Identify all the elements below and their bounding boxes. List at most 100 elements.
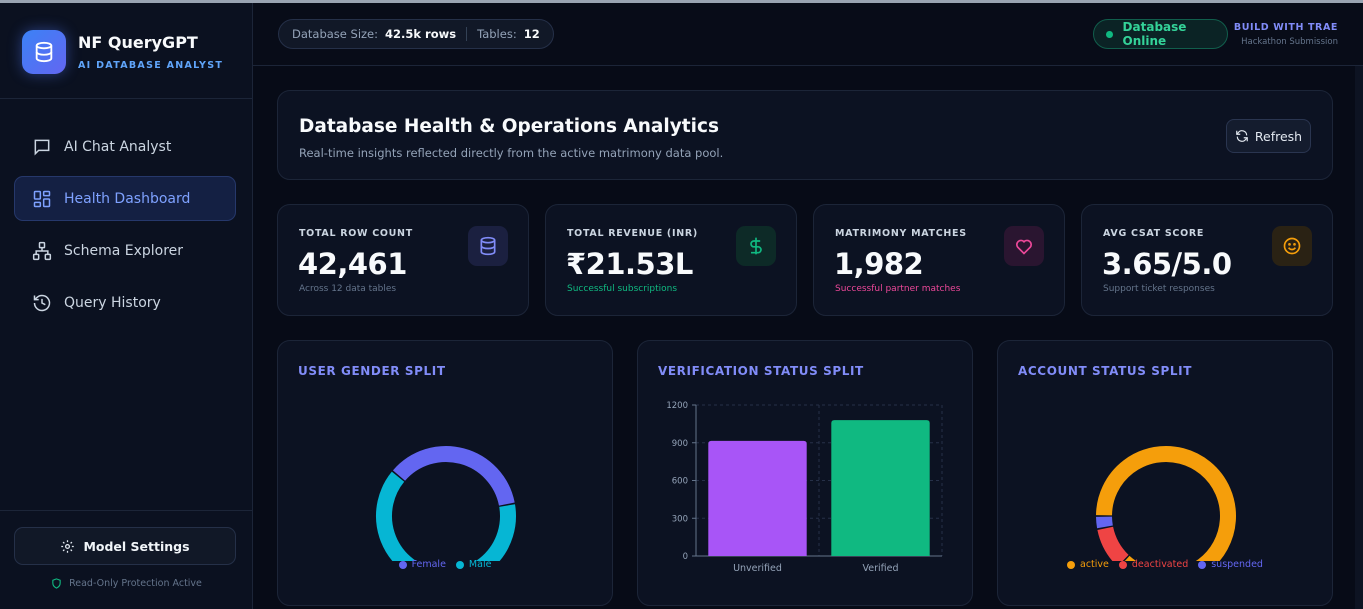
refresh-icon	[1235, 129, 1249, 143]
stat-value: 42,461	[298, 247, 407, 281]
model-settings-label: Model Settings	[83, 538, 190, 554]
sidebar: NF QueryGPT AI DATABASE ANALYST AI Chat …	[0, 3, 253, 609]
gender-donut-chart	[376, 446, 516, 561]
donut-slice-male[interactable]	[376, 471, 516, 561]
donut-slice-female[interactable]	[392, 446, 515, 506]
shield-icon	[51, 578, 62, 589]
x-tick-label: Unverified	[733, 563, 782, 574]
x-tick-label: Verified	[862, 563, 898, 574]
build-subtitle: Hackathon Submission	[1241, 37, 1338, 47]
gear-icon	[60, 539, 75, 554]
db-size-value: 42.5k rows	[385, 27, 457, 41]
bar-verified[interactable]	[831, 420, 930, 556]
tables-label: Tables:	[477, 27, 517, 41]
dashboard-grid-icon	[32, 189, 52, 209]
stat-label: MATRIMONY MATCHES	[835, 228, 967, 239]
legend-item-female[interactable]: Female	[398, 559, 446, 570]
legend-label: deactivated	[1131, 559, 1189, 570]
y-tick-label: 600	[672, 477, 688, 487]
stat-value: ₹21.53L	[566, 247, 693, 281]
stat-card-revenue: TOTAL REVENUE (INR) ₹21.53L Successful s…	[545, 204, 797, 316]
stat-label: TOTAL REVENUE (INR)	[567, 228, 698, 239]
legend-label: suspended	[1211, 559, 1263, 570]
stat-card-csat: AVG CSAT SCORE 3.65/5.0 Support ticket r…	[1081, 204, 1333, 316]
smile-icon	[1272, 226, 1312, 266]
stat-sub: Successful partner matches	[835, 284, 961, 294]
status-dot-icon	[1106, 30, 1113, 38]
legend-swatch	[1118, 560, 1127, 569]
y-tick-label: 0	[683, 552, 688, 562]
database-icon	[468, 226, 508, 266]
database-status-badge: Database Online	[1093, 19, 1228, 49]
legend-label: Female	[411, 559, 446, 570]
tables-value: 12	[523, 27, 540, 41]
database-logo-icon	[22, 30, 66, 74]
y-tick-label: 300	[672, 514, 688, 524]
stat-card-row-count: TOTAL ROW COUNT 42,461 Across 12 data ta…	[277, 204, 529, 316]
legend-swatch	[1198, 560, 1207, 569]
stat-sub: Support ticket responses	[1103, 284, 1215, 294]
chart-title: VERIFICATION STATUS SPLIT	[658, 364, 864, 378]
legend-label: Male	[468, 559, 492, 570]
legend-item-deactivated[interactable]: deactivated	[1118, 559, 1189, 570]
nav-item-query-history[interactable]: Query History	[14, 280, 236, 325]
chart-title: ACCOUNT STATUS SPLIT	[1018, 364, 1192, 378]
brand[interactable]: NF QueryGPT AI DATABASE ANALYST	[22, 28, 223, 76]
y-tick-label: 1200	[666, 401, 688, 411]
legend-swatch	[455, 560, 464, 569]
legend-item-suspended[interactable]: suspended	[1198, 559, 1263, 570]
refresh-label: Refresh	[1254, 128, 1303, 144]
history-clock-icon	[32, 293, 52, 313]
account-donut-chart	[1096, 446, 1236, 561]
stat-sub: Across 12 data tables	[299, 284, 397, 294]
chart-card-verification: VERIFICATION STATUS SPLIT 0 300 600 900 1200…	[637, 340, 973, 606]
nav-label: Health Dashboard	[64, 190, 191, 207]
model-settings-button[interactable]: Model Settings	[14, 527, 236, 565]
donut-slice-deactivated[interactable]	[1097, 526, 1129, 561]
stat-value: 3.65/5.0	[1102, 247, 1232, 281]
stat-card-matches: MATRIMONY MATCHES 1,982 Successful partn…	[813, 204, 1065, 316]
build-badge: BUILD WITH TRAE Hackathon Submission	[1234, 22, 1338, 47]
legend-swatch	[1067, 560, 1076, 569]
dashboard-hero-card: Database Health & Operations Analytics R…	[277, 90, 1333, 180]
legend-item-male[interactable]: Male	[455, 559, 492, 570]
bar-unverified[interactable]	[708, 440, 807, 556]
stat-label: AVG CSAT SCORE	[1103, 228, 1205, 239]
schema-tree-icon	[32, 241, 52, 261]
verification-bar-chart: 0 300 600 900 1200 Unverified Verified	[666, 401, 943, 574]
dollar-icon	[736, 226, 776, 266]
chat-icon	[32, 137, 52, 157]
legend-label: active	[1080, 559, 1109, 570]
nav-item-health-dashboard[interactable]: Health Dashboard	[14, 176, 236, 221]
db-info-pill: Database Size: 42.5k rows Tables: 12	[278, 19, 554, 49]
page-title: Database Health & Operations Analytics	[299, 116, 719, 137]
chart-card-account: ACCOUNT STATUS SPLIT active deactivated su…	[997, 340, 1333, 606]
build-title: BUILD WITH TRAE	[1233, 22, 1338, 33]
nav-item-schema-explorer[interactable]: Schema Explorer	[14, 228, 236, 273]
chart-title: USER GENDER SPLIT	[298, 364, 446, 378]
brand-title: NF QueryGPT	[78, 33, 198, 52]
stat-sub: Successful subscriptions	[567, 284, 678, 294]
legend-item-active[interactable]: active	[1067, 559, 1109, 570]
y-tick-label: 900	[672, 439, 688, 449]
top-header: Database Size: 42.5k rows Tables: 12 Dat…	[253, 3, 1363, 66]
donut-slice-active[interactable]	[1096, 446, 1236, 561]
read-only-label: Read-Only Protection Active	[69, 578, 202, 589]
gender-legend: Female Male	[278, 559, 612, 570]
stat-value: 1,982	[834, 247, 924, 281]
read-only-status: Read-Only Protection Active	[0, 578, 253, 589]
database-status-label: Database Online	[1122, 20, 1187, 48]
sidebar-nav: AI Chat Analyst Health Dashboard Schema …	[14, 124, 236, 332]
account-legend: active deactivated suspended	[998, 559, 1332, 570]
db-size-label: Database Size:	[292, 27, 379, 41]
nav-label: AI Chat Analyst	[64, 138, 172, 155]
legend-swatch	[398, 560, 407, 569]
donut-slice-suspended[interactable]	[1096, 516, 1113, 529]
stat-label: TOTAL ROW COUNT	[299, 228, 413, 239]
nav-label: Query History	[64, 294, 161, 311]
chart-card-gender: USER GENDER SPLIT Female Male	[277, 340, 613, 606]
nav-item-ai-chat[interactable]: AI Chat Analyst	[14, 124, 236, 169]
page-subtitle: Real-time insights reflected directly fr…	[299, 146, 724, 160]
main-scrollbar[interactable]	[1355, 66, 1363, 609]
refresh-button[interactable]: Refresh	[1226, 119, 1311, 153]
